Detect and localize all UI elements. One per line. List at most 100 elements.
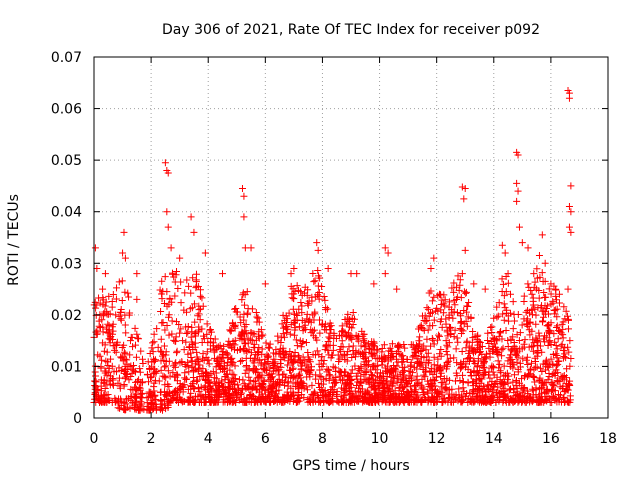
- data-point: [195, 328, 203, 336]
- data-point: [566, 398, 574, 406]
- data-point: [112, 295, 120, 303]
- data-point: [455, 286, 463, 294]
- data-point: [501, 249, 509, 257]
- data-point: [256, 385, 264, 393]
- data-point: [135, 406, 143, 414]
- data-point: [417, 398, 425, 406]
- data-point: [493, 313, 501, 321]
- data-point: [173, 318, 181, 326]
- data-point: [543, 302, 551, 310]
- data-point: [493, 394, 501, 402]
- data-point: [143, 399, 151, 407]
- data-point: [512, 351, 520, 359]
- data-point: [497, 328, 505, 336]
- data-point: [395, 392, 403, 400]
- data-point: [192, 358, 200, 366]
- data-point: [424, 359, 432, 367]
- data-point: [358, 349, 366, 357]
- data-point: [358, 385, 366, 393]
- data-point: [109, 291, 117, 299]
- data-point: [255, 334, 263, 342]
- data-point: [314, 282, 322, 290]
- data-point: [422, 346, 430, 354]
- data-point: [283, 329, 291, 337]
- data-point: [555, 290, 563, 298]
- data-point: [518, 321, 526, 329]
- y-tick-label: 0: [73, 411, 82, 427]
- data-point: [164, 367, 172, 375]
- data-point: [465, 298, 473, 306]
- data-point: [416, 348, 424, 356]
- data-point: [238, 296, 246, 304]
- data-point: [510, 371, 518, 379]
- chart-title: Day 306 of 2021, Rate Of TEC Index for r…: [162, 22, 540, 38]
- data-point: [535, 252, 543, 260]
- data-point: [231, 362, 239, 370]
- data-point: [145, 393, 153, 401]
- data-point: [93, 330, 101, 338]
- data-point: [443, 358, 451, 366]
- data-point: [327, 397, 335, 405]
- data-point: [217, 357, 225, 365]
- data-point: [243, 348, 251, 356]
- data-point: [453, 359, 461, 367]
- data-point: [177, 299, 185, 307]
- data-point: [489, 347, 497, 355]
- data-point: [176, 329, 184, 337]
- data-point: [314, 267, 322, 275]
- data-point: [243, 394, 251, 402]
- data-point: [526, 309, 534, 317]
- data-point: [309, 327, 317, 335]
- data-point: [451, 326, 459, 334]
- data-point: [127, 397, 135, 405]
- data-point: [261, 280, 269, 288]
- data-point: [432, 373, 440, 381]
- data-point: [236, 313, 244, 321]
- data-point: [174, 284, 182, 292]
- y-tick-label: 0.03: [51, 256, 82, 272]
- data-point: [463, 339, 471, 347]
- data-point: [496, 360, 504, 368]
- data-point: [340, 396, 348, 404]
- data-point: [516, 392, 524, 400]
- data-point: [133, 295, 141, 303]
- data-point: [265, 388, 273, 396]
- data-point: [498, 241, 506, 249]
- data-point: [451, 395, 459, 403]
- data-point: [270, 355, 278, 363]
- data-point: [423, 335, 431, 343]
- data-point: [515, 337, 523, 344]
- data-point: [524, 280, 532, 288]
- data-point: [473, 362, 481, 370]
- data-point: [438, 296, 446, 304]
- data-point: [264, 343, 272, 351]
- data-point: [307, 318, 315, 326]
- data-point: [423, 353, 431, 361]
- data-point: [310, 278, 318, 286]
- data-point: [183, 276, 191, 284]
- data-point: [549, 393, 557, 401]
- data-point: [196, 316, 204, 324]
- data-point: [263, 394, 271, 402]
- data-point: [342, 333, 350, 341]
- data-point: [344, 373, 352, 381]
- data-point: [387, 348, 395, 356]
- data-point: [190, 384, 198, 392]
- data-point: [469, 357, 477, 365]
- data-point: [176, 254, 184, 262]
- data-point: [325, 366, 333, 374]
- data-point: [494, 383, 502, 391]
- data-point: [95, 322, 103, 330]
- data-point: [336, 355, 344, 363]
- data-point: [424, 326, 432, 334]
- data-point: [238, 185, 246, 193]
- data-point: [424, 349, 432, 357]
- data-point: [553, 305, 561, 313]
- data-point: [390, 362, 398, 370]
- data-point: [187, 213, 195, 221]
- data-point: [181, 369, 189, 377]
- data-point: [504, 270, 512, 278]
- data-point: [204, 392, 212, 400]
- data-point: [163, 208, 171, 216]
- data-point: [235, 396, 243, 404]
